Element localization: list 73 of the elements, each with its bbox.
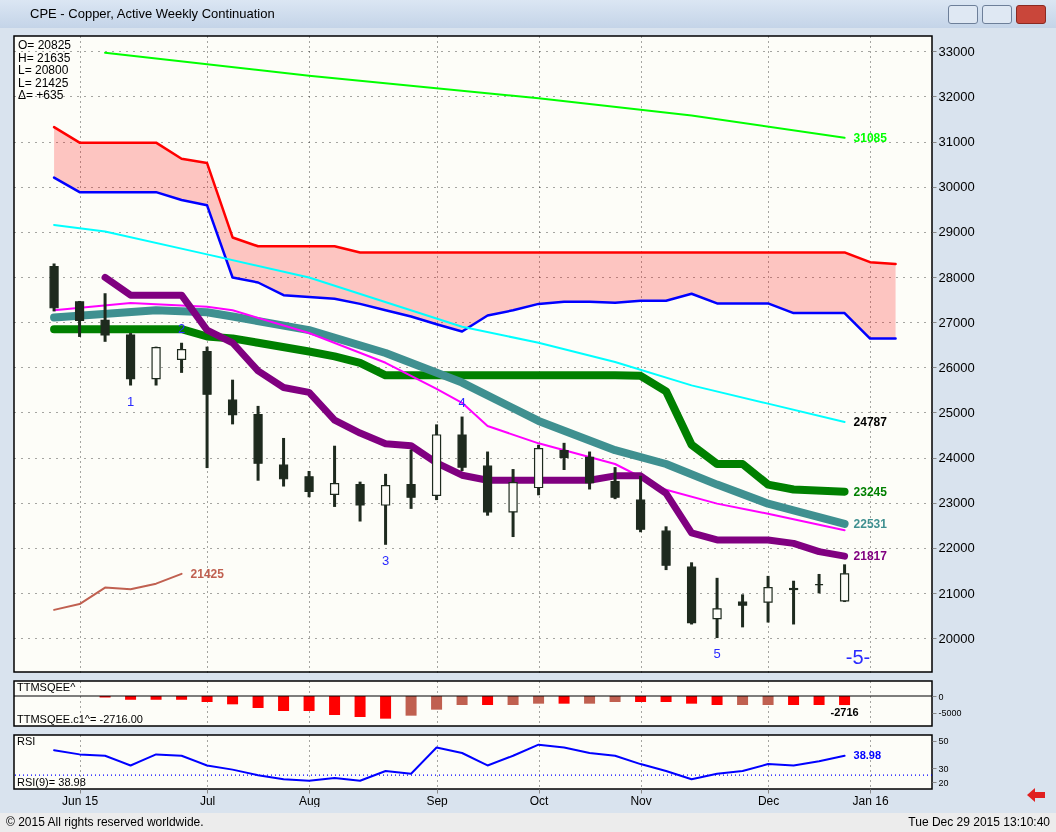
x-tick-label: Jun 15	[62, 793, 99, 808]
annotation: -5-	[845, 646, 871, 668]
y-tick-label: 28000	[938, 269, 975, 285]
y-tick-label: 22000	[938, 540, 975, 556]
y-tick-label: 0	[938, 691, 944, 702]
annotation: L= 20800	[18, 63, 69, 77]
y-tick-label: 29000	[938, 224, 975, 240]
candlestick	[100, 293, 110, 342]
annotation: 5	[713, 646, 721, 662]
y-tick-label: 23000	[938, 495, 975, 511]
data-label: 31085	[853, 130, 888, 145]
annotation: 1	[126, 393, 135, 409]
x-tick-label: Dec	[757, 793, 780, 808]
candlestick	[227, 379, 238, 425]
line-series	[52, 176, 897, 340]
data-label: 24787	[853, 415, 888, 430]
data-label: -2716	[830, 706, 859, 719]
line-series	[53, 223, 846, 424]
candlestick	[712, 576, 722, 640]
candlestick	[559, 441, 569, 471]
x-tick-label: Jan 16	[852, 793, 889, 808]
candlestick	[355, 481, 365, 522]
x-tick-label: Jul	[199, 793, 216, 808]
candlestick	[763, 574, 773, 623]
chart-title: RSI	[17, 735, 36, 747]
y-tick-label: 20	[938, 777, 949, 788]
y-tick-label: 50	[938, 736, 949, 747]
x-tick-label: Nov	[630, 793, 652, 808]
candlestick	[610, 467, 620, 501]
line-series	[104, 51, 846, 139]
y-tick-label: 30000	[938, 179, 975, 195]
candlestick	[737, 594, 748, 628]
data-label: 38.98	[853, 748, 882, 761]
candlestick	[329, 445, 340, 507]
annotation: TTMSQEE.c1^= -2716.00	[17, 713, 143, 725]
y-tick-label: 33000	[938, 43, 975, 59]
annotation: 2	[177, 320, 186, 336]
annotation: L= 21425	[18, 75, 69, 90]
candlestick	[304, 471, 314, 499]
x-tick-label: Oct	[529, 793, 550, 808]
candlestick	[788, 580, 799, 625]
y-tick-label: -5000	[938, 708, 962, 719]
annotation: Δ= +635	[18, 88, 64, 102]
data-label: 23245	[853, 484, 888, 499]
y-tick-label: 20000	[938, 630, 975, 646]
y-tick-label: 25000	[938, 404, 975, 420]
data-label: 21425	[190, 566, 225, 581]
data-label: 21817	[853, 549, 888, 564]
text: Tue Dec 29 2015 13:10:40	[908, 814, 1050, 831]
line-series	[52, 125, 897, 266]
data-label: 22531	[853, 516, 888, 531]
text: © 2015 All rights reserved worldwide.	[6, 814, 204, 831]
annotation: H= 21635	[18, 50, 71, 65]
annotation: 3	[381, 552, 390, 568]
candlestick	[176, 341, 187, 373]
y-tick-label: 31000	[938, 134, 975, 150]
y-tick-label: 30	[938, 763, 949, 774]
y-tick-label: 26000	[938, 359, 975, 375]
candlestick	[380, 472, 391, 545]
annotation: O= 20825	[18, 38, 72, 52]
y-tick-label: 21000	[938, 585, 975, 601]
y-tick-label: 32000	[938, 88, 975, 104]
x-tick-label: Aug	[298, 793, 321, 808]
candlestick	[406, 449, 416, 509]
candlestick	[278, 436, 289, 487]
line-series	[53, 572, 183, 611]
annotation: RSI(9)= 38.98	[17, 776, 86, 788]
y-tick-label: 27000	[938, 314, 975, 330]
y-tick-label: 24000	[938, 450, 975, 466]
chart-title: TTMSQEE^	[17, 681, 77, 693]
candlestick	[74, 299, 85, 337]
chart-title: CPE - Copper, Active Weekly Continuation	[0, 0, 1056, 28]
x-tick-label: Sep	[426, 793, 449, 808]
